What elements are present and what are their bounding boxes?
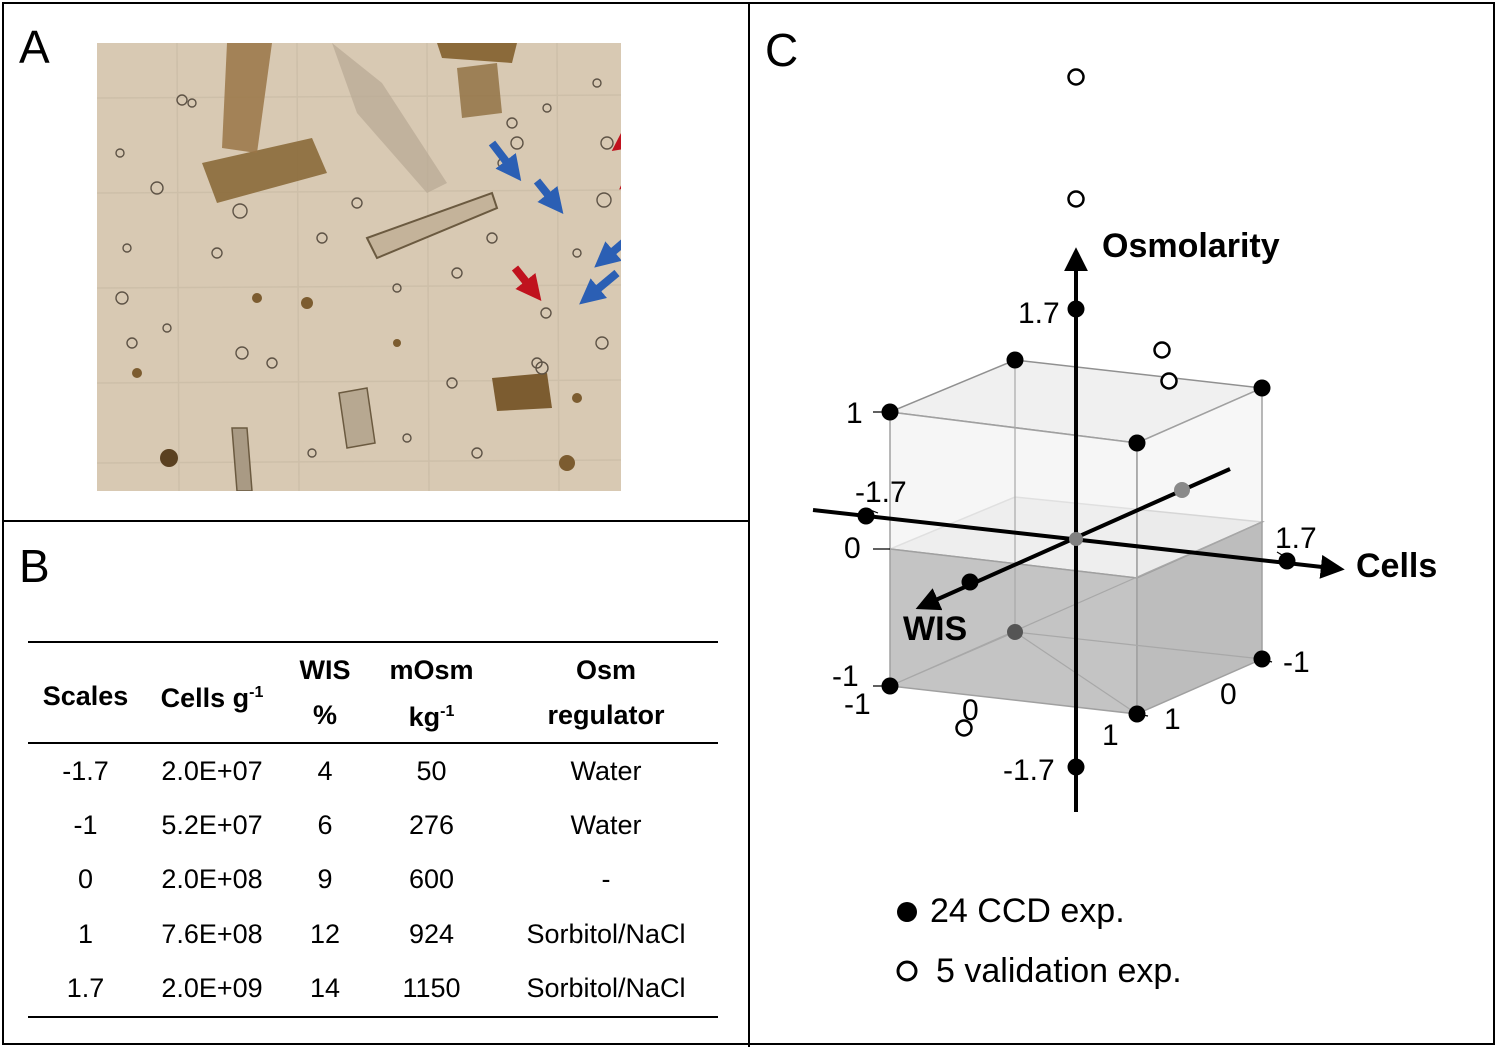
tick-front-1: 1 — [1102, 719, 1119, 752]
tick-right-neg-1: -1 — [1283, 646, 1310, 679]
data-point — [1128, 705, 1146, 723]
cell-cells: 2.0E+07 — [161, 755, 263, 786]
tick-front-0: 0 — [962, 694, 979, 727]
data-point — [961, 573, 979, 591]
yeast-cells — [115, 78, 614, 459]
cell-scale: -1 — [73, 810, 98, 841]
cell-cells: 5.2E+07 — [161, 810, 263, 841]
data-point — [1006, 351, 1024, 369]
cell-osm: Sorbitol/NaCl — [494, 961, 718, 1018]
panel-divider-horizontal — [2, 520, 750, 522]
data-point — [1067, 190, 1085, 208]
data-point — [1067, 300, 1085, 318]
data-point — [881, 677, 899, 695]
table-row: 0 2.0E+08 9 600 - — [28, 853, 718, 907]
data-point — [1067, 758, 1085, 776]
debris-particles — [132, 43, 582, 491]
cell-mosm: 924 — [408, 918, 455, 949]
data-point — [881, 403, 899, 421]
panel-label-c: C — [765, 24, 798, 76]
header-osm-regulator: regulator — [494, 691, 718, 744]
cell-mosm: 1150 — [369, 961, 494, 1018]
tick-labels: 1.7 1 0 -1.7 -1.7 1.7 -1 -1 0 1 1 0 -1 — [832, 297, 1317, 787]
axis-label-osmolarity: Osmolarity — [1102, 227, 1280, 265]
cell-cells: 7.6E+08 — [161, 918, 263, 949]
legend-label-validation: 5 validation exp. — [936, 952, 1182, 990]
tick-right-0: 0 — [1220, 678, 1237, 711]
cell-osm: Sorbitol/NaCl — [526, 918, 686, 949]
panel-label-b: B — [19, 540, 50, 592]
data-point — [1007, 624, 1023, 640]
axis-label-cells: Cells — [1356, 547, 1437, 585]
cell-cells: 2.0E+08 — [161, 864, 263, 895]
cell-mosm: 600 — [408, 864, 455, 895]
table-row: -1.7 2.0E+07 4 50 Water — [28, 743, 718, 798]
header-cells: Cells g-1 — [143, 641, 281, 744]
tick-cells-neg-1-7: -1.7 — [855, 476, 907, 509]
cell-osm: Water — [570, 810, 642, 841]
data-point — [1253, 379, 1271, 397]
cell-wis: 6 — [317, 810, 333, 841]
tick-osm-1: 1 — [846, 397, 863, 430]
header-mosm-unit: kg-1 — [369, 691, 494, 744]
cell-wis: 12 — [309, 918, 341, 949]
data-point — [857, 507, 875, 525]
cell-mosm: 50 — [416, 755, 447, 786]
tick-osm-0: 0 — [844, 532, 861, 565]
tick-right-1: 1 — [1164, 703, 1181, 736]
cell-osm: - — [601, 864, 611, 895]
cell-cells: 2.0E+09 — [143, 961, 281, 1018]
legend: 24 CCD exp. 5 validation exp. — [896, 892, 1182, 990]
cell-mosm: 276 — [408, 810, 455, 841]
tick-cells-1-7: 1.7 — [1275, 522, 1317, 555]
data-point — [955, 719, 973, 737]
data-point — [1069, 532, 1083, 546]
cell-osm: Water — [570, 755, 642, 786]
legend-marker-validation — [896, 960, 918, 982]
panel-divider-vertical — [748, 2, 750, 1047]
cell-wis: 9 — [317, 864, 333, 895]
cell-wis: 4 — [317, 755, 333, 786]
header-wis-unit: % — [281, 691, 369, 744]
tick-osm-1-7: 1.7 — [1018, 297, 1060, 330]
panel-label-a: A — [19, 21, 50, 73]
header-scales: Scales — [28, 641, 143, 744]
cell-arrows — [488, 125, 621, 305]
legend-marker-ccd — [897, 902, 917, 922]
tick-osm-neg-1-7: -1.7 — [1003, 754, 1055, 787]
data-point — [1153, 341, 1171, 359]
table-row: 1 7.6E+08 12 924 Sorbitol/NaCl — [28, 907, 718, 961]
header-mosm: mOsm — [369, 641, 494, 691]
header-osm: Osm — [494, 641, 718, 691]
cell-wis: 14 — [281, 961, 369, 1018]
data-point — [1128, 434, 1146, 452]
data-point — [1174, 482, 1190, 498]
ccd-points — [857, 300, 1296, 776]
data-point — [1067, 68, 1085, 86]
tick-corner-neg-1-b: -1 — [844, 688, 871, 721]
cell-scale: 1 — [77, 918, 94, 949]
ccd-design-plot: C Osmolarity Cells WIS 1.7 1 0 -1.7 -1.7… — [765, 24, 1437, 990]
axis-label-wis: WIS — [903, 610, 967, 648]
factor-levels-table: Scales Cells g-1 WIS mOsm Osm % kg-1 reg… — [28, 641, 718, 1018]
table-row: -1 5.2E+07 6 276 Water — [28, 798, 718, 852]
cell-scale: -1.7 — [62, 755, 109, 786]
table-row: 1.7 2.0E+09 14 1150 Sorbitol/NaCl — [28, 961, 718, 1018]
cell-scale: 0 — [77, 864, 94, 895]
data-point — [1278, 552, 1296, 570]
data-point — [1253, 650, 1271, 668]
cell-scale: 1.7 — [28, 961, 143, 1018]
header-wis: WIS — [281, 641, 369, 691]
legend-label-ccd: 24 CCD exp. — [930, 892, 1125, 930]
validation-points — [955, 68, 1178, 737]
micrograph-image — [97, 43, 621, 491]
factor-levels-table-wrap: Scales Cells g-1 WIS mOsm Osm % kg-1 reg… — [28, 641, 718, 1018]
tick-corner-neg-1-a: -1 — [832, 660, 859, 693]
data-point — [1160, 372, 1178, 390]
